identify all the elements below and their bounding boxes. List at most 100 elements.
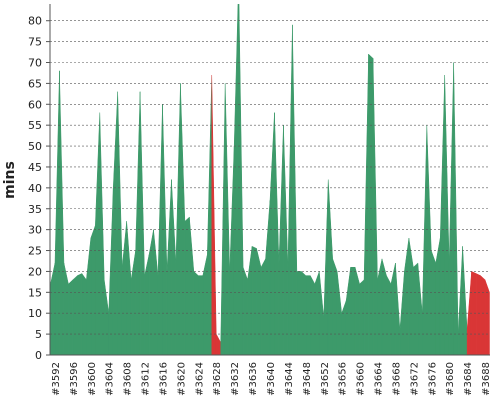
x-tick-label: #3616 [158, 362, 169, 396]
area-segment [484, 279, 490, 355]
area-segment [77, 273, 83, 355]
x-tick-label: #3676 [427, 362, 438, 396]
area-segment [59, 70, 65, 355]
area-segment [310, 275, 316, 355]
x-tick-label: #3620 [176, 362, 187, 396]
area-segment [368, 53, 374, 355]
y-tick-label: 10 [28, 307, 42, 320]
y-tick-label: 5 [35, 328, 42, 341]
area-segment [274, 112, 280, 355]
area-segment [287, 24, 293, 355]
x-tick-label: #3608 [123, 362, 134, 396]
area-segment [144, 254, 150, 355]
x-tick-label: #3632 [230, 362, 241, 396]
area-segment [81, 272, 87, 355]
x-tick-label: #3644 [284, 362, 295, 396]
area-segment [95, 112, 101, 355]
area-segment [135, 91, 141, 355]
area-segment [265, 200, 271, 355]
area-segment [238, 4, 244, 355]
area-segment [54, 70, 60, 355]
area-segment [381, 258, 387, 355]
y-tick-label: 55 [28, 119, 42, 132]
area-segment [130, 250, 136, 355]
y-tick-label: 15 [28, 286, 42, 299]
area-segment [72, 275, 78, 355]
y-tick-label: 75 [28, 36, 42, 49]
area-segment [269, 112, 275, 355]
area-segment [180, 83, 186, 355]
x-tick-label: #3656 [338, 362, 349, 396]
area-segment [202, 254, 208, 355]
area-segment [104, 279, 109, 355]
area-segment [126, 221, 132, 355]
area-segment [372, 58, 378, 355]
area-segment [462, 246, 468, 355]
area-segment [247, 246, 253, 355]
area-segment [404, 237, 410, 355]
area-segment [363, 54, 369, 355]
x-tick-label: #3668 [391, 362, 402, 396]
area-segment [426, 125, 432, 355]
area-segment [283, 125, 289, 355]
y-tick-label: 20 [28, 265, 42, 278]
area-segment [345, 267, 351, 355]
area-segment [408, 237, 414, 355]
area-segment [305, 275, 311, 355]
area-segment [422, 125, 428, 355]
area-segment [198, 275, 204, 355]
y-tick-label: 65 [28, 77, 42, 90]
x-tick-label: #3660 [356, 362, 367, 396]
x-tick-label: #3652 [320, 362, 331, 396]
area-segment [431, 250, 436, 355]
area-segment [413, 262, 419, 355]
y-tick-label: 40 [28, 182, 42, 195]
area-segment [417, 263, 423, 355]
y-tick-label: 30 [28, 224, 42, 237]
y-tick-label: 45 [28, 161, 42, 174]
x-tick-label: #3680 [445, 362, 456, 396]
area-segment [68, 279, 74, 355]
x-tick-label: #3648 [302, 362, 313, 396]
x-tick-label: #3664 [374, 362, 385, 396]
area-segment [242, 267, 248, 355]
y-axis-label: mins [2, 161, 18, 199]
x-tick-label: #3604 [105, 362, 116, 396]
x-tick-label: #3600 [87, 362, 98, 396]
y-tick-label: 35 [28, 203, 42, 216]
area-segment [233, 4, 239, 355]
area-segment [256, 248, 262, 355]
area-segment [139, 91, 145, 355]
area-segment [63, 263, 69, 355]
area-segment [90, 225, 96, 355]
area-segment [475, 273, 481, 355]
area-segment [175, 83, 181, 355]
x-tick-label: #3624 [194, 362, 205, 396]
area-segment [359, 279, 365, 355]
area-segment [166, 179, 172, 355]
area-segment [171, 179, 177, 355]
x-tick-label: #3636 [248, 362, 259, 396]
area-segment [480, 275, 486, 355]
x-tick-label: #3592 [51, 362, 62, 396]
area-segment [50, 263, 56, 355]
area-segment [292, 24, 298, 355]
y-tick-label: 0 [35, 349, 42, 362]
area-segment [112, 91, 118, 355]
area-segment [341, 300, 347, 355]
area-segment [354, 267, 360, 355]
area-segment [278, 125, 284, 355]
x-tick-label: #3612 [141, 362, 152, 396]
area-segment [457, 246, 463, 355]
x-tick-label: #3672 [409, 362, 420, 396]
area-segment [323, 179, 329, 355]
x-tick-label: #3688 [481, 362, 492, 396]
area-segment [332, 258, 338, 355]
x-tick-label: #3640 [266, 362, 277, 396]
area-segment [117, 91, 123, 355]
area-segment [386, 275, 392, 355]
x-tick-label: #3684 [463, 362, 474, 396]
area-segment [99, 112, 105, 355]
area-segment [435, 237, 441, 355]
